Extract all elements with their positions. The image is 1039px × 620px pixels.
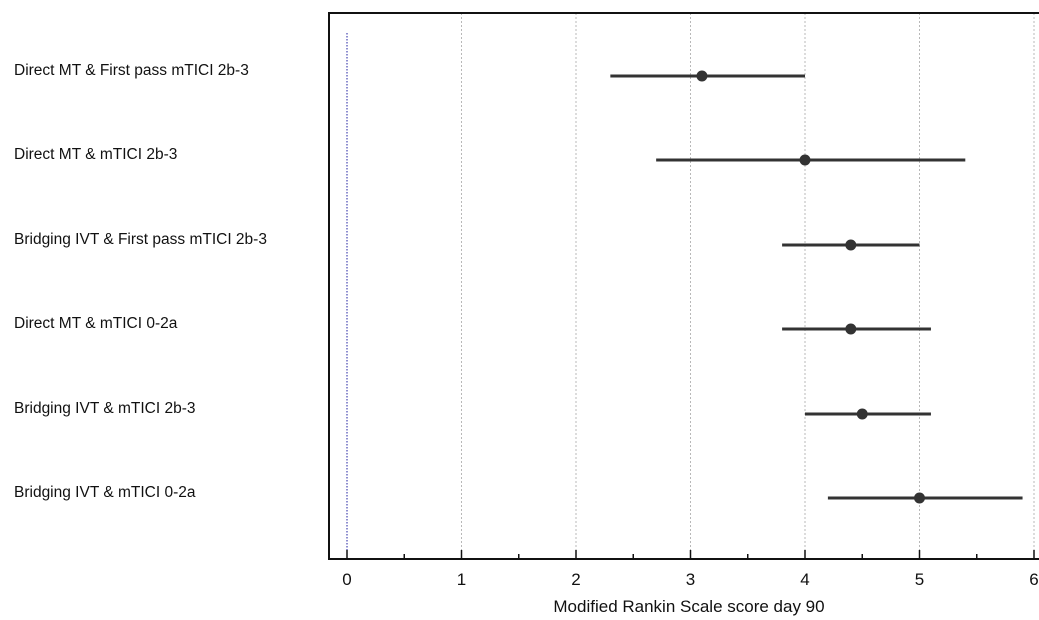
point-estimate [845, 239, 857, 251]
x-tick-label: 0 [342, 570, 351, 589]
forest-row [805, 408, 931, 420]
forest-row [782, 239, 920, 251]
point-estimate [914, 492, 925, 504]
x-axis-ticks [346, 550, 1035, 559]
x-axis-title: Modified Rankin Scale score day 90 [553, 597, 824, 616]
row-labels: Direct MT & First pass mTICI 2b-3 Direct … [14, 62, 267, 501]
x-tick-label: 3 [686, 570, 695, 589]
row-label: Direct MT & First pass mTICI 2b-3 [14, 62, 249, 79]
forest-row [610, 70, 805, 82]
plot-frame [328, 12, 1039, 560]
row-label: Direct MT & mTICI 0-2a [14, 315, 178, 332]
x-tick-label: 5 [915, 570, 924, 589]
forest-row [827, 492, 1023, 504]
forest-row [656, 154, 966, 166]
grid-lines [461, 13, 1035, 559]
x-tick-label: 1 [457, 570, 466, 589]
row-label: Direct MT & mTICI 2b-3 [14, 146, 177, 163]
x-tick-label: 2 [571, 570, 580, 589]
point-estimate [845, 323, 857, 335]
forest-row [782, 323, 931, 335]
row-label: Bridging IVT & mTICI 2b-3 [14, 400, 195, 417]
point-estimate [856, 408, 868, 420]
row-label: Bridging IVT & First pass mTICI 2b-3 [14, 231, 267, 248]
x-tick-label: 6 [1029, 570, 1038, 589]
x-axis-tick-labels: 0 1 2 3 4 5 6 [342, 570, 1038, 589]
row-label: Bridging IVT & mTICI 0-2a [14, 484, 196, 501]
point-estimate [696, 70, 708, 82]
point-estimate [799, 154, 811, 166]
x-tick-label: 4 [800, 570, 809, 589]
forest-rows [610, 70, 1023, 504]
